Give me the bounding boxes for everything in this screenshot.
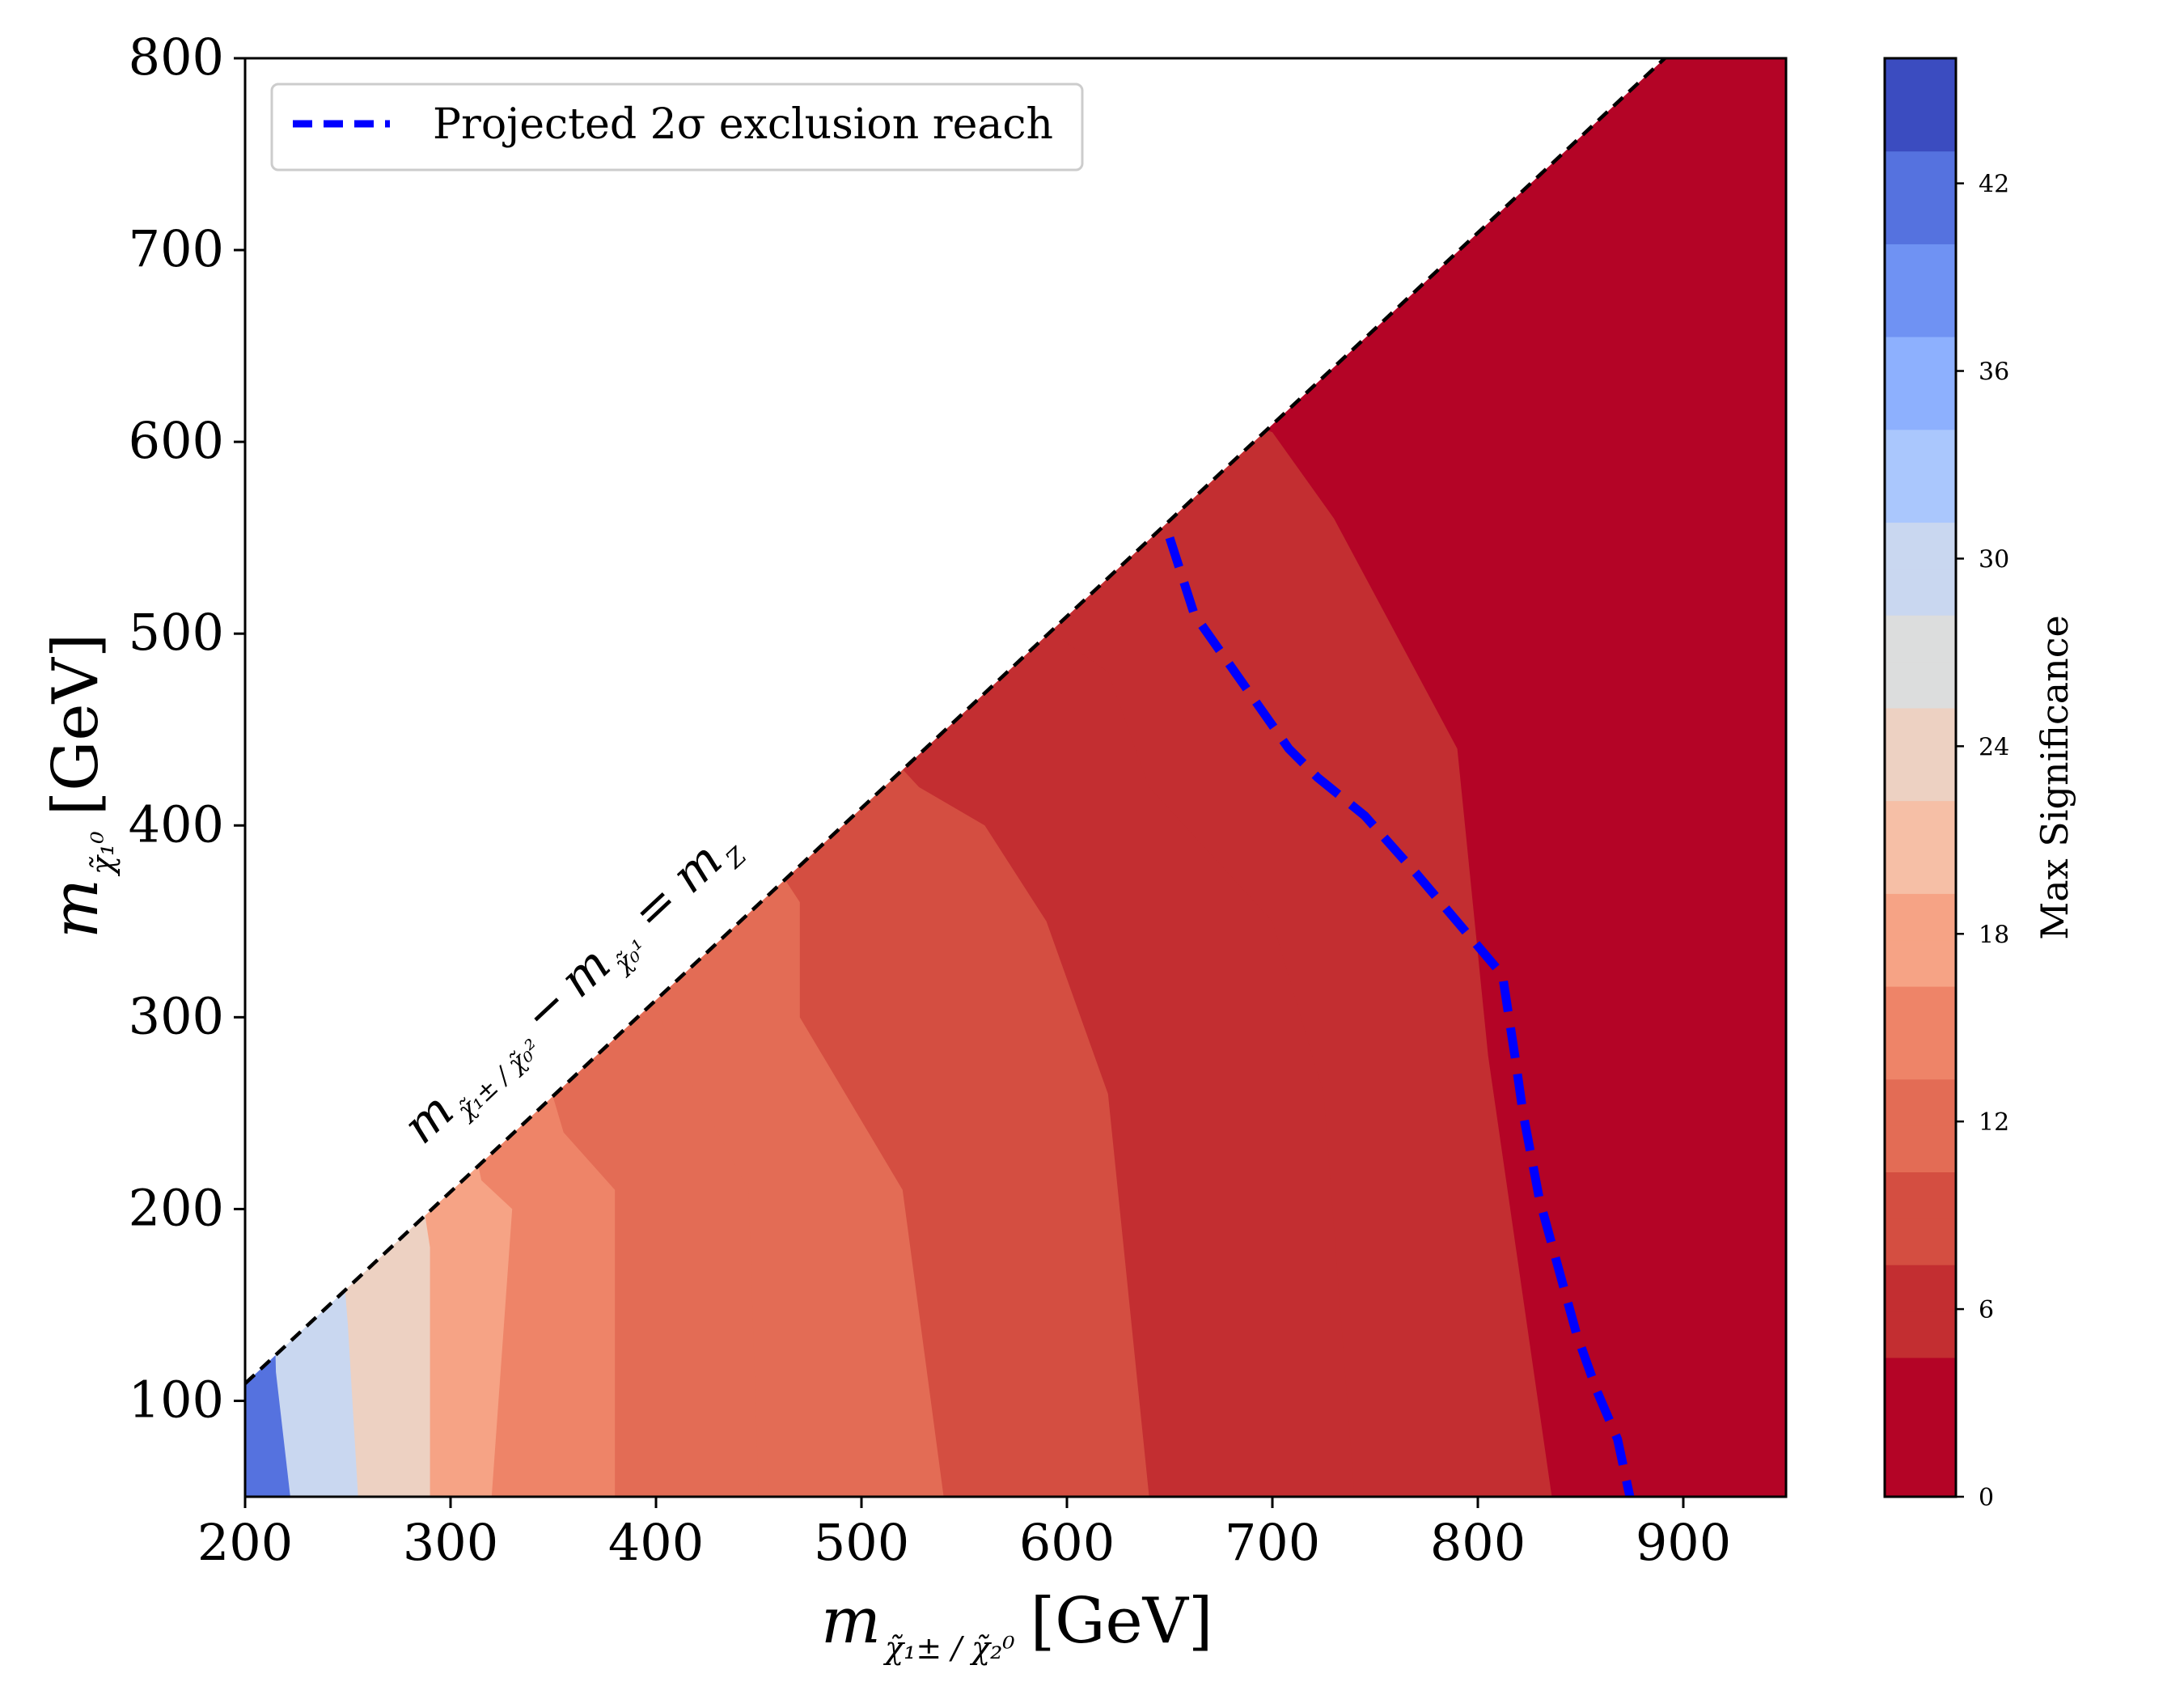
- x-tick-label: 400: [608, 1513, 704, 1572]
- colorbar-band: [1885, 1078, 1956, 1126]
- colorbar-band: [1885, 800, 1956, 848]
- plot-area: [245, 58, 1786, 1497]
- colorbar-band: [1885, 337, 1956, 383]
- x-tick-label: 200: [197, 1513, 293, 1572]
- colorbar-band: [1885, 244, 1956, 291]
- colorbar-band: [1885, 847, 1956, 894]
- x-tick-label: 600: [1019, 1513, 1115, 1572]
- colorbar-band: [1885, 1357, 1956, 1405]
- colorbar-band: [1885, 1218, 1956, 1265]
- colorbar: 0 6 12 18 24 30 36 42 Max Significance: [1883, 57, 2076, 1512]
- colorbar-tick-label: 30: [1979, 545, 2009, 574]
- y-tick-label: 400: [129, 794, 224, 854]
- colorbar-tick-label: 6: [1979, 1296, 1994, 1324]
- colorbar-band: [1885, 1450, 1956, 1498]
- x-tick-label: 900: [1636, 1513, 1731, 1572]
- y-axis-title: m χ̃₁⁰ [GeV]: [40, 633, 121, 938]
- colorbar-tick-label: 24: [1979, 733, 2009, 761]
- colorbar-band: [1885, 1311, 1956, 1358]
- colorbar-band: [1885, 986, 1956, 1033]
- x-tick-label: 800: [1430, 1513, 1526, 1572]
- legend-box: [270, 83, 1084, 172]
- y-tick-label: 600: [129, 411, 224, 470]
- colorbar-band: [1885, 1265, 1956, 1312]
- y-tick-label: 100: [129, 1370, 224, 1429]
- colorbar-band: [1885, 150, 1956, 198]
- colorbar-band: [1885, 615, 1956, 663]
- colorbar-band: [1885, 1172, 1956, 1219]
- legend-label: Projected 2σ exclusion reach: [433, 100, 1053, 149]
- colorbar-bands: [1885, 58, 1956, 1498]
- y-tick-label: 500: [129, 603, 224, 662]
- colorbar-tick-label: 42: [1979, 171, 2009, 199]
- y-tick-label: 300: [129, 986, 224, 1045]
- x-tick-label: 300: [403, 1513, 498, 1572]
- colorbar-band: [1885, 1404, 1956, 1451]
- mass-diagonal-line: [245, 58, 1666, 1385]
- colorbar-band: [1885, 568, 1956, 616]
- colorbar-band: [1885, 429, 1956, 477]
- y-tick-label: 800: [129, 28, 224, 87]
- colorbar-frame: [1883, 57, 1958, 1498]
- colorbar-tick-label: 0: [1979, 1484, 1994, 1512]
- colorbar-band: [1885, 707, 1956, 755]
- colorbar-band: [1885, 1032, 1956, 1080]
- colorbar-band: [1885, 661, 1956, 709]
- x-tick-label: 700: [1225, 1513, 1320, 1572]
- colorbar-band: [1885, 893, 1956, 941]
- colorbar-band: [1885, 104, 1956, 152]
- colorbar-band: [1885, 58, 1956, 105]
- colorbar-band: [1885, 754, 1956, 802]
- colorbar-tick-label: 18: [1979, 921, 2009, 949]
- colorbar-ticks: 0 6 12 18 24 30 36 42: [1956, 171, 2009, 1512]
- colorbar-title: Max Significance: [2033, 615, 2076, 940]
- colorbar-band: [1885, 290, 1956, 337]
- colorbar-band: [1885, 383, 1956, 430]
- y-axis: 100 200 300 400 500 600 700 800: [129, 28, 245, 1429]
- colorbar-tick-label: 36: [1979, 358, 2009, 387]
- colorbar-band: [1885, 197, 1956, 244]
- colorbar-tick-label: 12: [1979, 1108, 2009, 1137]
- x-axis-title: m χ̃₁± / χ̃₂⁰ [GeV]: [821, 1585, 1213, 1666]
- x-axis: 200 300 400 500 600 700 800 900: [197, 1497, 1731, 1572]
- plot-frame: [243, 57, 1788, 1498]
- colorbar-band: [1885, 939, 1956, 987]
- exclusion-contour-line: [1165, 536, 1635, 1497]
- x-tick-label: 500: [814, 1513, 909, 1572]
- colorbar-band: [1885, 522, 1956, 570]
- y-tick-label: 700: [129, 219, 224, 278]
- colorbar-band: [1885, 1125, 1956, 1173]
- colorbar-band: [1885, 476, 1956, 523]
- y-tick-label: 200: [129, 1178, 224, 1237]
- legend: Projected 2σ exclusion reach: [270, 83, 1084, 172]
